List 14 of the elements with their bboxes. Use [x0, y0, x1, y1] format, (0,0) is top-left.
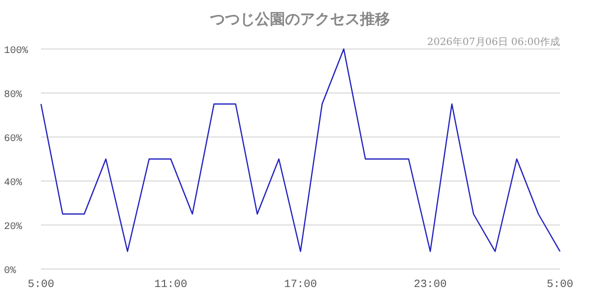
y-tick-label: 60%	[4, 134, 22, 145]
x-tick-label: 5:00	[28, 279, 54, 291]
x-tick-label: 5:00	[546, 279, 574, 291]
x-tick-label: 17:00	[284, 279, 318, 291]
y-tick-label: 40%	[4, 178, 22, 189]
y-tick-label: 80%	[4, 90, 22, 101]
y-tick-label: 20%	[4, 222, 22, 233]
x-tick-label: 11:00	[154, 279, 188, 291]
line-series	[40, 48, 561, 252]
y-tick-label: 0%	[4, 266, 16, 277]
chart-subtitle: 2026年07月06日 06:00作成	[427, 36, 560, 48]
x-tick-label: 23:00	[414, 279, 447, 291]
y-tick-label: 100%	[4, 46, 28, 57]
chart-title: つつじ公園のアクセス推移	[209, 10, 390, 28]
